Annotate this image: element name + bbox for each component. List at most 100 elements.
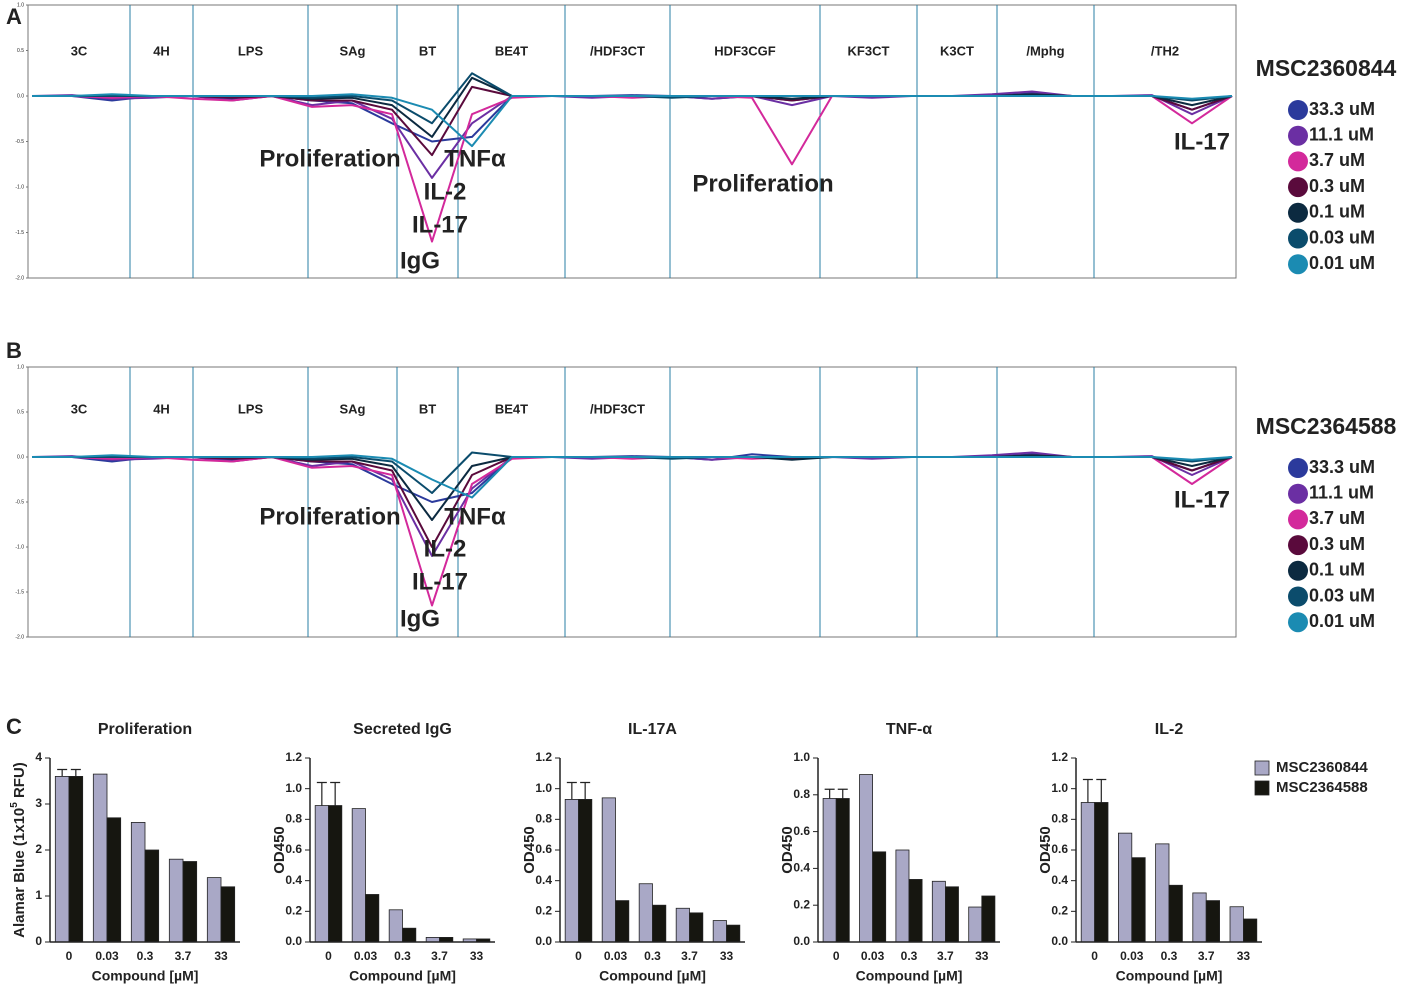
annotation: TNFα [444, 503, 506, 530]
bar [168, 858, 184, 943]
y-tick-label: 0.0 [285, 934, 302, 948]
x-tick-label: 3.7 [175, 949, 192, 963]
legend-title: MSC2364588 [1256, 413, 1397, 439]
bar [92, 773, 108, 943]
y-tick-label: 0 [35, 934, 42, 948]
legend-label: 3.7 uM [1309, 508, 1365, 528]
bar [130, 822, 146, 943]
legend-title: MSC2360844 [1256, 55, 1397, 81]
legend-label: 3.7 uM [1309, 150, 1365, 170]
bar [1094, 802, 1109, 943]
y-tick-label: -1.0 [15, 184, 24, 190]
y-tick-label: 3 [35, 796, 42, 810]
legend-label: 0.03 uM [1309, 227, 1375, 247]
bar [206, 877, 222, 943]
series-line [31, 451, 1233, 557]
x-tick-label: 3.7 [1198, 949, 1215, 963]
y-tick-label: 0.4 [285, 873, 302, 887]
y-tick-label: 1.0 [793, 750, 810, 764]
error-bar [1096, 778, 1107, 803]
section-label: BT [419, 401, 436, 416]
legend-swatch [1288, 151, 1308, 172]
annotation: Proliferation [259, 503, 400, 530]
legend-swatch [1288, 254, 1308, 275]
annotation: TNFα [444, 145, 506, 172]
y-axis-label-part: OD450 [1037, 826, 1054, 874]
error-bar [1082, 778, 1093, 803]
section-label: BE4T [495, 401, 528, 416]
error-bar [70, 768, 81, 777]
section-label: /TH2 [1151, 43, 1179, 58]
bar [1229, 906, 1244, 943]
bar [968, 906, 983, 943]
x-tick-label: 3.7 [681, 949, 698, 963]
legend-swatch [1288, 458, 1308, 478]
bar [712, 920, 727, 943]
y-tick-label: -0.5 [15, 139, 24, 145]
y-axis-label: OD450 [779, 826, 796, 874]
bar [182, 861, 198, 943]
annotation: IL-2 [424, 178, 467, 205]
y-tick-label: -0.5 [15, 499, 24, 505]
bar [1155, 843, 1170, 943]
legend-swatch [1288, 535, 1308, 556]
bar [351, 808, 366, 943]
y-tick-label: 1 [35, 888, 42, 902]
bar [402, 927, 417, 943]
legend-label: 0.01 uM [1309, 611, 1375, 631]
y-tick-label: 1.0 [535, 781, 552, 795]
y-tick-label: 0.8 [793, 787, 810, 801]
y-tick-label: -1.0 [15, 544, 24, 550]
legend-swatch [1288, 177, 1308, 198]
y-tick-label: 0.0 [17, 454, 24, 460]
x-tick-label: 33 [1237, 949, 1251, 963]
x-tick-label: 0.3 [644, 949, 661, 963]
section-label: 3C [71, 43, 88, 58]
bar [652, 904, 667, 943]
bar [859, 774, 873, 943]
y-tick-label: 0.0 [1051, 934, 1068, 948]
bar [908, 879, 923, 943]
legend-swatch [1254, 760, 1270, 776]
y-tick-label: 0.2 [535, 904, 552, 918]
section-label: 4H [153, 401, 170, 416]
bar [314, 805, 329, 943]
panel-label: C [6, 714, 22, 739]
y-tick-label: 1.0 [17, 364, 24, 370]
section-label: LPS [238, 401, 264, 416]
section-label: KF3CT [848, 43, 890, 58]
legend-label: 11.1 uM [1309, 124, 1374, 144]
x-tick-label: 33 [975, 949, 989, 963]
y-axis-label: OD450 [1037, 826, 1054, 874]
y-tick-label: 1.2 [535, 750, 552, 764]
annotation: IgG [400, 605, 440, 632]
error-bar [566, 781, 577, 800]
legend-swatch [1288, 560, 1308, 581]
section-label: K3CT [940, 43, 974, 58]
y-tick-label: 0.4 [535, 873, 552, 887]
section-label: /Mphg [1026, 43, 1064, 58]
error-bar [57, 768, 68, 777]
chart-title: IL-2 [1155, 721, 1184, 738]
legend-label: 33.3 uM [1309, 99, 1375, 119]
y-axis-label: OD450 [271, 826, 288, 874]
annotation: Proliferation [692, 170, 833, 197]
y-tick-label: 0.8 [285, 812, 302, 826]
bar [564, 799, 579, 943]
annotation: IL-2 [424, 535, 467, 562]
y-axis-label-part: OD450 [271, 826, 288, 874]
y-tick-label: 4 [35, 750, 42, 764]
legend-swatch [1288, 509, 1308, 530]
y-tick-label: 1.2 [285, 750, 302, 764]
legend-swatch [1254, 780, 1270, 796]
series-line [32, 454, 1233, 521]
legend-swatch [1288, 586, 1308, 607]
x-axis-label: Compound [µM] [856, 968, 963, 984]
error-bar [824, 788, 835, 799]
y-tick-label: 0.0 [535, 934, 552, 948]
y-tick-label: 0.0 [17, 93, 24, 99]
legend-label: MSC2364588 [1276, 779, 1368, 796]
bar [615, 900, 630, 943]
bar [1192, 892, 1207, 943]
